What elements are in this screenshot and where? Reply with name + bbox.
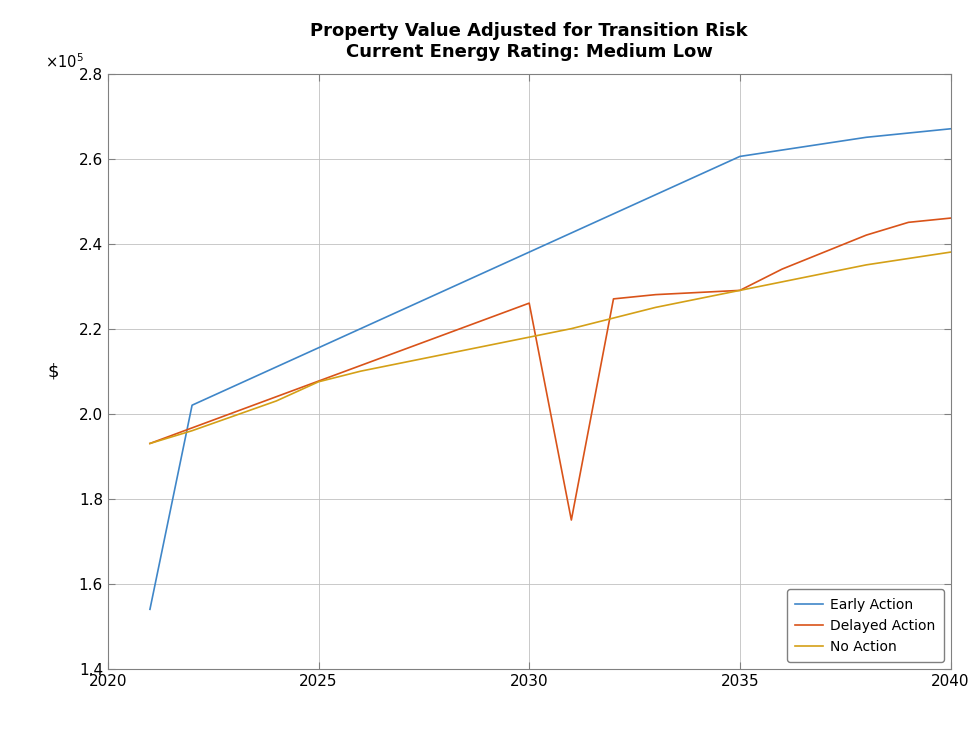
Line: Delayed Action: Delayed Action — [150, 218, 951, 520]
No Action — [776, 277, 788, 286]
Legend: Early Action, Delayed Action, No Action: Early Action, Delayed Action, No Action — [787, 589, 944, 662]
Delayed Action — [734, 286, 746, 295]
No Action — [270, 397, 282, 406]
No Action — [650, 303, 662, 312]
No Action — [608, 314, 619, 323]
No Action — [860, 260, 872, 269]
Early Action — [481, 267, 493, 276]
No Action — [144, 439, 156, 448]
Early Action — [523, 248, 535, 257]
No Action — [313, 377, 324, 386]
Early Action — [397, 305, 409, 314]
Text: $\times10^5$: $\times10^5$ — [45, 52, 83, 71]
Early Action — [734, 152, 746, 161]
Early Action — [818, 139, 830, 148]
No Action — [481, 341, 493, 350]
No Action — [439, 350, 451, 359]
Early Action — [270, 362, 282, 371]
No Action — [945, 248, 956, 257]
Delayed Action — [903, 218, 914, 227]
No Action — [903, 254, 914, 263]
No Action — [397, 358, 409, 367]
Delayed Action — [523, 298, 535, 307]
Early Action — [860, 133, 872, 142]
No Action — [734, 286, 746, 295]
Early Action — [439, 286, 451, 295]
Delayed Action — [776, 265, 788, 273]
Line: No Action: No Action — [150, 252, 951, 443]
Early Action — [776, 146, 788, 154]
No Action — [186, 426, 198, 435]
Early Action — [692, 171, 704, 180]
Early Action — [186, 401, 198, 409]
Title: Property Value Adjusted for Transition Risk
Current Energy Rating: Medium Low: Property Value Adjusted for Transition R… — [311, 22, 748, 61]
Early Action — [355, 324, 367, 333]
Early Action — [608, 209, 619, 218]
No Action — [355, 367, 367, 376]
Delayed Action — [692, 288, 704, 297]
Early Action — [650, 190, 662, 199]
Early Action — [228, 381, 240, 390]
No Action — [692, 295, 704, 304]
No Action — [523, 333, 535, 342]
Early Action — [945, 124, 956, 133]
Line: Early Action: Early Action — [150, 129, 951, 609]
Delayed Action — [860, 231, 872, 240]
Early Action — [565, 229, 577, 237]
Early Action — [313, 343, 324, 352]
No Action — [228, 412, 240, 420]
No Action — [565, 324, 577, 333]
Delayed Action — [565, 516, 577, 525]
Early Action — [903, 129, 914, 137]
Y-axis label: $: $ — [48, 362, 60, 380]
Delayed Action — [608, 295, 619, 304]
Delayed Action — [650, 290, 662, 299]
Early Action — [144, 605, 156, 614]
Delayed Action — [144, 439, 156, 448]
Delayed Action — [818, 248, 830, 257]
No Action — [818, 269, 830, 278]
Delayed Action — [945, 214, 956, 223]
